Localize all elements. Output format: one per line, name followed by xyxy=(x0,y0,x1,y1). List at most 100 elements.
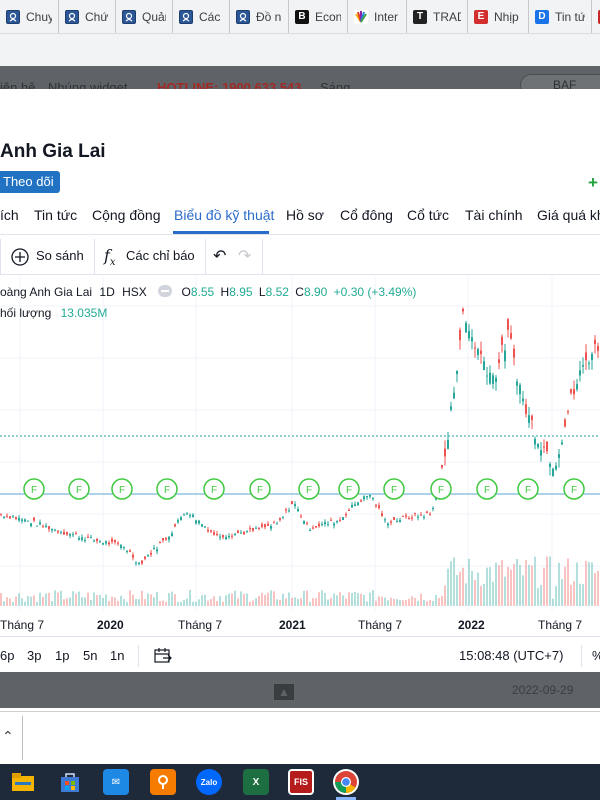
volume-bar xyxy=(159,600,161,606)
percent-scale-toggle[interactable]: % xyxy=(592,648,600,663)
volume-bar xyxy=(114,597,116,606)
candle-body xyxy=(516,381,518,386)
store-icon[interactable] xyxy=(57,769,83,795)
range-1d[interactable]: 1n xyxy=(110,648,125,663)
volume-bar xyxy=(330,597,332,606)
candle-body xyxy=(354,504,356,507)
volume-bar xyxy=(381,596,383,606)
volume-bar xyxy=(297,599,299,606)
volume-bar xyxy=(162,600,164,606)
add-button[interactable]: + xyxy=(588,173,598,192)
candle-body xyxy=(108,542,110,545)
tab-financials[interactable]: Tài chính xyxy=(465,207,523,223)
tab-shareholders[interactable]: Cổ đông xyxy=(340,207,393,223)
compare-button[interactable]: So sánh xyxy=(36,248,84,263)
candle-body xyxy=(105,541,107,544)
volume-bar xyxy=(471,571,473,606)
volume-bar xyxy=(525,560,527,606)
volume-bar xyxy=(240,591,242,606)
time-axis[interactable]: Tháng 7 2020 Tháng 7 2021 Tháng 7 2022 Tháng 7 xyxy=(0,613,600,637)
volume-bar xyxy=(177,601,179,606)
file-explorer-icon[interactable] xyxy=(10,769,36,795)
candle-body xyxy=(576,384,578,390)
volume-bar xyxy=(15,596,17,606)
volume-bar xyxy=(291,597,293,606)
tab-dividends[interactable]: Cổ tức xyxy=(407,207,450,223)
volume-bar xyxy=(462,567,464,606)
volume-bar xyxy=(270,590,272,606)
volume-bar xyxy=(360,593,362,606)
bookmark-item[interactable]: T TRAD xyxy=(407,0,468,33)
volume-bar xyxy=(432,600,434,606)
bookmark-label: Đồ n xyxy=(256,9,282,24)
legend-collapse-icon[interactable] xyxy=(158,285,173,297)
fisis-icon[interactable]: FIS xyxy=(288,769,314,795)
volume-bar xyxy=(126,601,128,606)
candle-body xyxy=(444,448,446,457)
volume-bar xyxy=(246,593,248,606)
date-range-icon[interactable] xyxy=(154,648,172,664)
volume-bar xyxy=(147,593,149,606)
active-tab-underline xyxy=(173,231,269,234)
candle-body xyxy=(138,563,140,565)
tab-analysis[interactable]: ích xyxy=(0,207,19,223)
redo-icon[interactable]: ↷ xyxy=(238,248,252,265)
candle-body xyxy=(537,443,539,448)
chrome-icon[interactable] xyxy=(333,769,359,795)
range-3m[interactable]: 3p xyxy=(27,648,42,663)
volume-bar xyxy=(279,599,281,606)
candle-body xyxy=(318,523,320,527)
range-6m[interactable]: 6p xyxy=(0,648,15,663)
bookmark-item[interactable]: E Nhịp xyxy=(468,0,529,33)
candle-body xyxy=(234,533,236,535)
volume-bar xyxy=(30,596,32,606)
candle-body xyxy=(456,370,458,375)
bookmark-item[interactable]: D Tin tứ xyxy=(529,0,592,33)
undo-icon[interactable]: ↶ xyxy=(213,248,227,265)
range-5d[interactable]: 5n xyxy=(83,648,98,663)
mail-icon[interactable]: ✉ xyxy=(103,769,129,795)
bookmark-item[interactable]: Quản xyxy=(116,0,173,33)
tab-technical-chart[interactable]: Biểu đồ kỹ thuật xyxy=(174,207,275,223)
volume-bar xyxy=(312,598,314,606)
dividend-marker-label: F xyxy=(571,485,577,496)
app-orange-icon[interactable] xyxy=(150,769,176,795)
volume-bar xyxy=(285,598,287,606)
candle-body xyxy=(324,522,326,525)
chevron-up-icon[interactable]: ⌃ xyxy=(2,728,14,744)
tab-community[interactable]: Cộng đồng xyxy=(92,207,161,223)
tab-profile[interactable]: Hồ sơ xyxy=(286,207,324,223)
bookmark-label: Chứn xyxy=(85,9,109,24)
volume-bar xyxy=(207,600,209,606)
candle-body xyxy=(384,519,386,521)
candle-body xyxy=(573,389,575,395)
volume-bar xyxy=(465,583,467,606)
volume-bar xyxy=(228,593,230,606)
search-input[interactable]: BAF xyxy=(520,74,600,92)
candle-body xyxy=(102,543,104,545)
bookmark-item[interactable]: Chuy xyxy=(0,0,59,33)
indicators-button[interactable]: Các chỉ báo xyxy=(126,248,195,263)
tab-news[interactable]: Tin tức xyxy=(34,207,78,223)
bookmark-item[interactable]: Chứn xyxy=(59,0,116,33)
bookmark-item[interactable]: SSISSI xyxy=(592,0,600,33)
compare-icon[interactable] xyxy=(10,247,30,267)
bookmark-item[interactable]: Đồ n xyxy=(230,0,289,33)
range-1m[interactable]: 1p xyxy=(55,648,70,663)
bookmark-item[interactable]: B Econ xyxy=(289,0,348,33)
follow-button[interactable]: Theo dõi xyxy=(0,171,60,193)
candle-body xyxy=(465,322,467,333)
candle-body xyxy=(141,560,143,564)
bookmark-item[interactable]: Inter xyxy=(348,0,407,33)
search-value: BAF xyxy=(553,78,577,92)
candle-body xyxy=(522,398,524,402)
tab-price-history[interactable]: Giá quá khứ xyxy=(537,207,600,223)
volume-bar xyxy=(555,586,557,606)
zalo-icon[interactable]: Zalo xyxy=(196,769,222,795)
bookmark-item[interactable]: Các v xyxy=(173,0,230,33)
candle-body xyxy=(243,531,245,535)
indicator-icon[interactable]: fx xyxy=(104,246,116,269)
excel-icon[interactable]: X xyxy=(243,769,269,795)
